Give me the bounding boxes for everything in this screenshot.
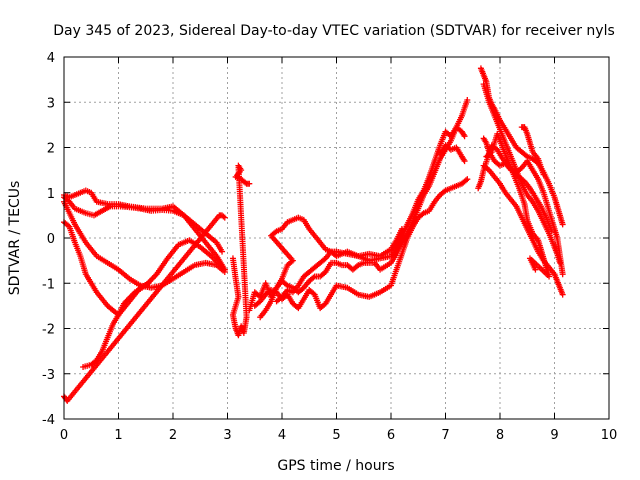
x-tick-label: 2 xyxy=(169,428,177,443)
y-tick-label: 1 xyxy=(47,187,55,202)
series-track-e xyxy=(80,280,152,370)
data-point xyxy=(559,291,566,298)
chart-title: Day 345 of 2023, Sidereal Day-to-day VTE… xyxy=(53,23,615,39)
series-track-f xyxy=(246,214,405,314)
x-tick-label: 9 xyxy=(550,428,558,443)
plot-area xyxy=(61,65,566,404)
y-axis-label: SDTVAR / TECUs xyxy=(7,181,23,296)
data-point xyxy=(464,96,471,103)
data-point xyxy=(548,228,555,235)
data-point xyxy=(559,271,566,278)
data-point xyxy=(461,158,468,165)
x-tick-label: 4 xyxy=(278,428,286,443)
data-point xyxy=(532,266,539,273)
data-point xyxy=(145,280,152,287)
x-tick-label: 1 xyxy=(114,428,122,443)
x-tick-label: 5 xyxy=(332,428,340,443)
x-tick-label: 8 xyxy=(496,428,504,443)
series-cluster-3h xyxy=(229,162,253,339)
data-point xyxy=(221,268,228,275)
x-tick-label: 3 xyxy=(223,428,231,443)
series-track-p xyxy=(475,142,555,235)
axis-ticks: 0 1 2 3 4 5 6 7 8 9 10 -4 -3 -2 -1 0 1 2 3 4 xyxy=(42,51,617,443)
data-point xyxy=(461,133,468,140)
grid-lines xyxy=(64,57,609,419)
x-tick-label: 7 xyxy=(441,428,449,443)
series-track-q xyxy=(518,124,547,178)
x-tick-label: 10 xyxy=(601,428,618,443)
data-point xyxy=(219,248,226,255)
series-track-d xyxy=(61,198,228,291)
y-tick-label: 3 xyxy=(47,96,55,111)
data-point xyxy=(221,214,228,221)
data-point xyxy=(398,225,405,232)
y-tick-label: -4 xyxy=(42,413,55,428)
y-tick-label: 2 xyxy=(47,142,55,157)
data-point xyxy=(464,176,471,183)
series-track-c xyxy=(61,219,228,318)
x-tick-label: 6 xyxy=(387,428,395,443)
y-tick-label: 4 xyxy=(47,51,55,66)
y-tick-label: 0 xyxy=(47,232,55,247)
x-axis-label: GPS time / hours xyxy=(277,458,394,474)
y-tick-label: -3 xyxy=(42,368,55,383)
data-point xyxy=(540,171,547,178)
y-tick-label: -2 xyxy=(42,323,55,338)
series-track-j xyxy=(437,142,468,165)
data-point xyxy=(246,180,253,187)
series-track-i xyxy=(273,124,468,305)
series-track-h xyxy=(257,96,471,321)
data-point xyxy=(559,221,566,228)
x-tick-label: 0 xyxy=(60,428,68,443)
series-cluster-early xyxy=(61,212,228,404)
y-tick-label: -1 xyxy=(42,277,55,292)
